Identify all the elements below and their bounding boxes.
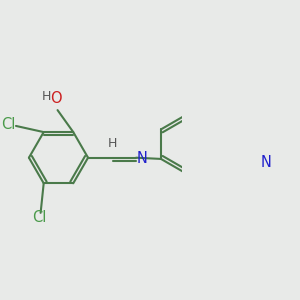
Text: Cl: Cl <box>32 210 46 225</box>
Text: Cl: Cl <box>1 117 15 132</box>
Text: H: H <box>42 90 51 103</box>
Text: H: H <box>108 137 117 150</box>
Text: N: N <box>260 154 271 169</box>
Text: N: N <box>136 151 147 166</box>
Text: O: O <box>50 92 62 106</box>
